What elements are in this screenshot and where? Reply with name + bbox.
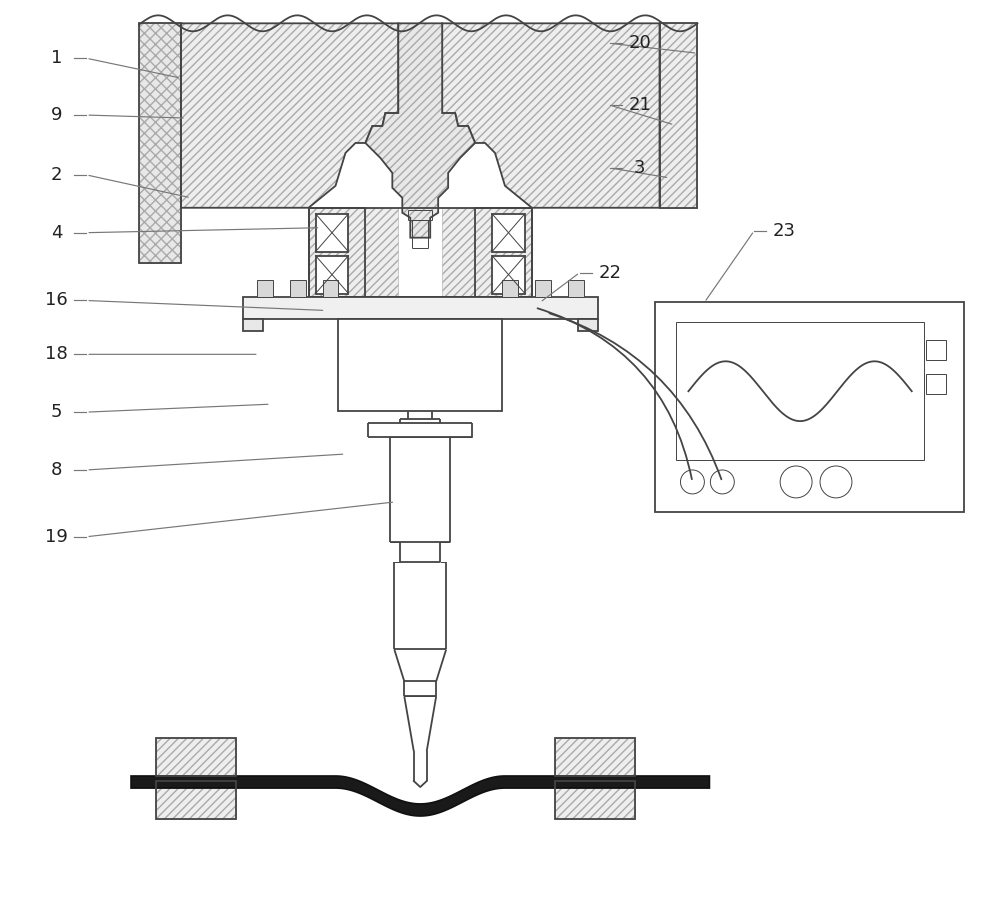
Polygon shape <box>309 207 365 298</box>
Bar <box>390 437 450 542</box>
Text: 18: 18 <box>45 346 68 363</box>
Bar <box>431 319 445 329</box>
Text: 1: 1 <box>51 49 62 67</box>
Polygon shape <box>660 23 697 207</box>
Polygon shape <box>131 776 709 816</box>
Bar <box>323 279 338 298</box>
Bar <box>395 319 409 329</box>
Bar <box>555 781 635 819</box>
Text: 20: 20 <box>628 34 651 53</box>
Bar <box>578 319 598 331</box>
Bar <box>394 561 446 649</box>
Bar <box>368 319 382 329</box>
Bar <box>316 255 348 293</box>
Bar <box>555 781 635 819</box>
Polygon shape <box>365 207 398 298</box>
Bar <box>316 214 348 252</box>
Polygon shape <box>139 23 181 263</box>
Bar <box>492 214 525 252</box>
Polygon shape <box>442 207 475 298</box>
Circle shape <box>820 466 852 498</box>
Text: 21: 21 <box>628 96 651 114</box>
Polygon shape <box>181 23 398 207</box>
Bar <box>676 323 924 460</box>
Bar <box>243 319 263 331</box>
Text: 19: 19 <box>45 527 68 546</box>
Bar <box>555 739 635 776</box>
Text: 9: 9 <box>51 106 62 124</box>
Text: 8: 8 <box>51 461 62 479</box>
Bar <box>156 781 236 819</box>
Text: 16: 16 <box>45 291 68 310</box>
Bar <box>156 739 236 776</box>
Bar <box>926 374 946 395</box>
Polygon shape <box>365 23 475 238</box>
Text: 22: 22 <box>598 264 621 281</box>
Circle shape <box>680 470 704 494</box>
Text: 23: 23 <box>773 221 796 240</box>
Bar <box>338 319 502 411</box>
Bar <box>502 279 518 298</box>
Bar <box>156 781 236 819</box>
Bar <box>156 739 236 776</box>
Text: 5: 5 <box>51 403 62 421</box>
Text: 3: 3 <box>634 159 645 177</box>
Bar <box>655 302 964 512</box>
Bar <box>535 279 551 298</box>
Bar <box>492 255 525 293</box>
Bar <box>257 279 273 298</box>
Polygon shape <box>475 207 532 298</box>
Bar <box>290 279 306 298</box>
Text: 2: 2 <box>51 166 62 183</box>
Bar <box>243 298 598 319</box>
Bar <box>458 319 472 329</box>
Bar <box>926 340 946 361</box>
Polygon shape <box>442 23 660 207</box>
Bar <box>568 279 584 298</box>
Circle shape <box>780 466 812 498</box>
Circle shape <box>710 470 734 494</box>
Bar <box>555 739 635 776</box>
Text: 4: 4 <box>51 224 62 242</box>
